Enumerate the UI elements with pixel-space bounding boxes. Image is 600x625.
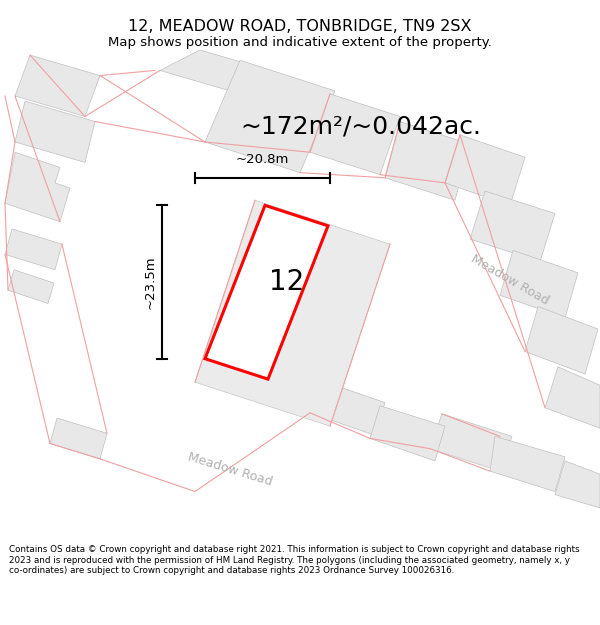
Text: ~23.5m: ~23.5m: [143, 255, 157, 309]
Text: Map shows position and indicative extent of the property.: Map shows position and indicative extent…: [108, 36, 492, 49]
Polygon shape: [5, 229, 62, 270]
Polygon shape: [525, 306, 598, 374]
Polygon shape: [555, 461, 600, 508]
Text: Meadow Road: Meadow Road: [469, 253, 551, 308]
Polygon shape: [430, 414, 512, 471]
Polygon shape: [500, 251, 578, 318]
Text: ~172m²/~0.042ac.: ~172m²/~0.042ac.: [240, 114, 481, 139]
Text: 12: 12: [269, 268, 304, 296]
Polygon shape: [385, 121, 470, 200]
Polygon shape: [160, 50, 270, 91]
Polygon shape: [8, 270, 54, 304]
Polygon shape: [490, 436, 565, 491]
Polygon shape: [445, 135, 525, 206]
Polygon shape: [370, 406, 445, 461]
Polygon shape: [545, 367, 600, 428]
Polygon shape: [15, 101, 95, 162]
Text: 12, MEADOW ROAD, TONBRIDGE, TN9 2SX: 12, MEADOW ROAD, TONBRIDGE, TN9 2SX: [128, 19, 472, 34]
Text: ~20.8m: ~20.8m: [236, 153, 289, 166]
Polygon shape: [195, 200, 390, 426]
Polygon shape: [205, 206, 328, 379]
Polygon shape: [470, 191, 555, 262]
Polygon shape: [5, 152, 70, 222]
Text: Contains OS data © Crown copyright and database right 2021. This information is : Contains OS data © Crown copyright and d…: [9, 546, 580, 575]
Polygon shape: [15, 55, 100, 116]
Polygon shape: [310, 94, 400, 175]
Polygon shape: [205, 60, 335, 172]
Text: Meadow Road: Meadow Road: [186, 450, 274, 488]
Polygon shape: [310, 380, 385, 436]
Polygon shape: [50, 418, 107, 459]
